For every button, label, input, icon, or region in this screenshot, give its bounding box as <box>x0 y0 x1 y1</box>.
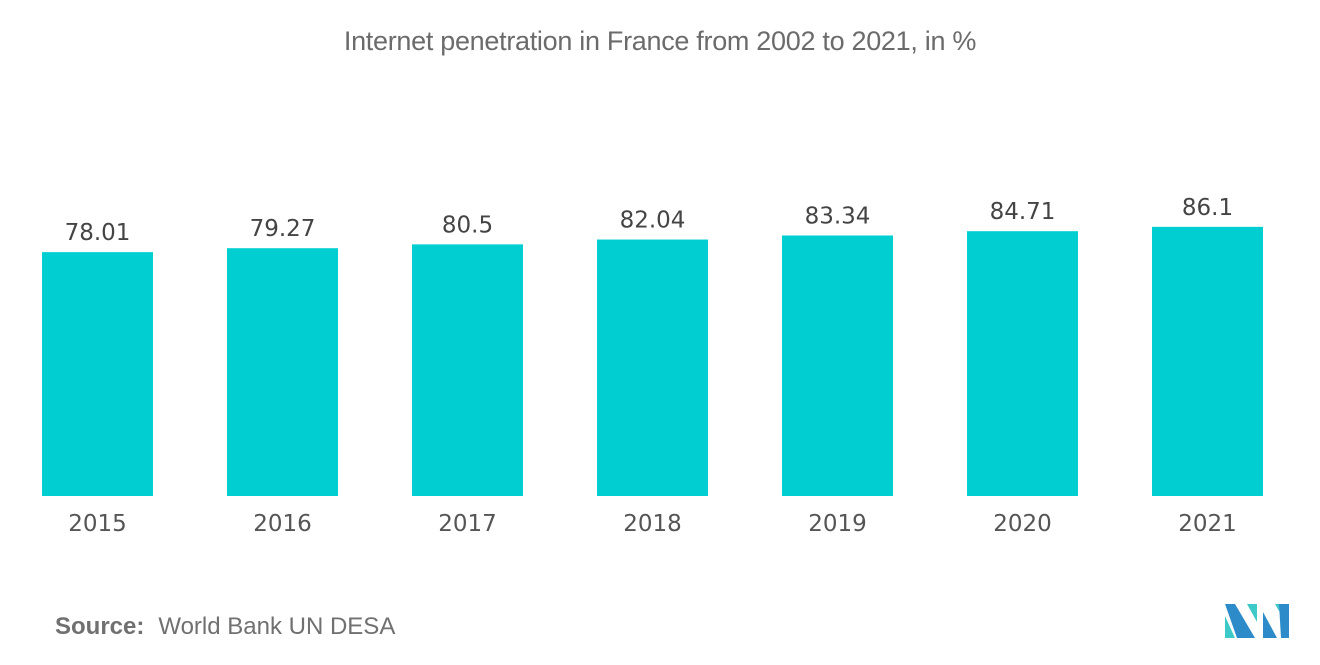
bar-2019 <box>782 235 893 496</box>
bar-2017 <box>412 244 523 496</box>
bar-chart: 78.01 79.27 80.5 82.04 83.34 84.71 86.1 2015 20… <box>42 195 1263 537</box>
source-note: Source: World Bank UN DESA <box>55 613 395 641</box>
mordor-intelligence-logo-icon <box>1225 604 1289 638</box>
chart-title: Internet penetration in France from 2002… <box>343 26 977 56</box>
bar-2021 <box>1152 226 1263 497</box>
bar-2016 <box>227 248 338 496</box>
source-label: Source: <box>55 613 145 640</box>
bar-2020 <box>967 231 1078 496</box>
x-tick-label-2018: 2018 <box>623 511 682 537</box>
value-label-2019: 83.34 <box>805 203 871 229</box>
x-tick-label-2016: 2016 <box>253 511 312 537</box>
source-text: World Bank UN DESA <box>158 613 396 640</box>
x-tick-label-2017: 2017 <box>438 511 497 537</box>
value-label-2018: 82.04 <box>620 208 686 234</box>
value-label-2016: 79.27 <box>250 216 316 242</box>
value-label-2020: 84.71 <box>990 199 1056 225</box>
bar-2015 <box>42 252 153 496</box>
x-tick-label-2021: 2021 <box>1178 511 1237 537</box>
bar-2018 <box>597 239 708 496</box>
value-labels-group: 78.01 79.27 80.5 82.04 83.34 84.71 86.1 <box>65 195 1234 246</box>
x-tick-label-2020: 2020 <box>993 511 1052 537</box>
value-label-2015: 78.01 <box>65 220 131 246</box>
value-label-2017: 80.5 <box>442 212 493 238</box>
x-tick-label-2019: 2019 <box>808 511 867 537</box>
x-tick-label-2015: 2015 <box>68 511 127 537</box>
value-label-2021: 86.1 <box>1182 195 1233 221</box>
x-tick-labels-group: 2015 2016 2017 2018 2019 2020 2021 <box>68 511 1237 537</box>
bars-group <box>42 226 1263 497</box>
